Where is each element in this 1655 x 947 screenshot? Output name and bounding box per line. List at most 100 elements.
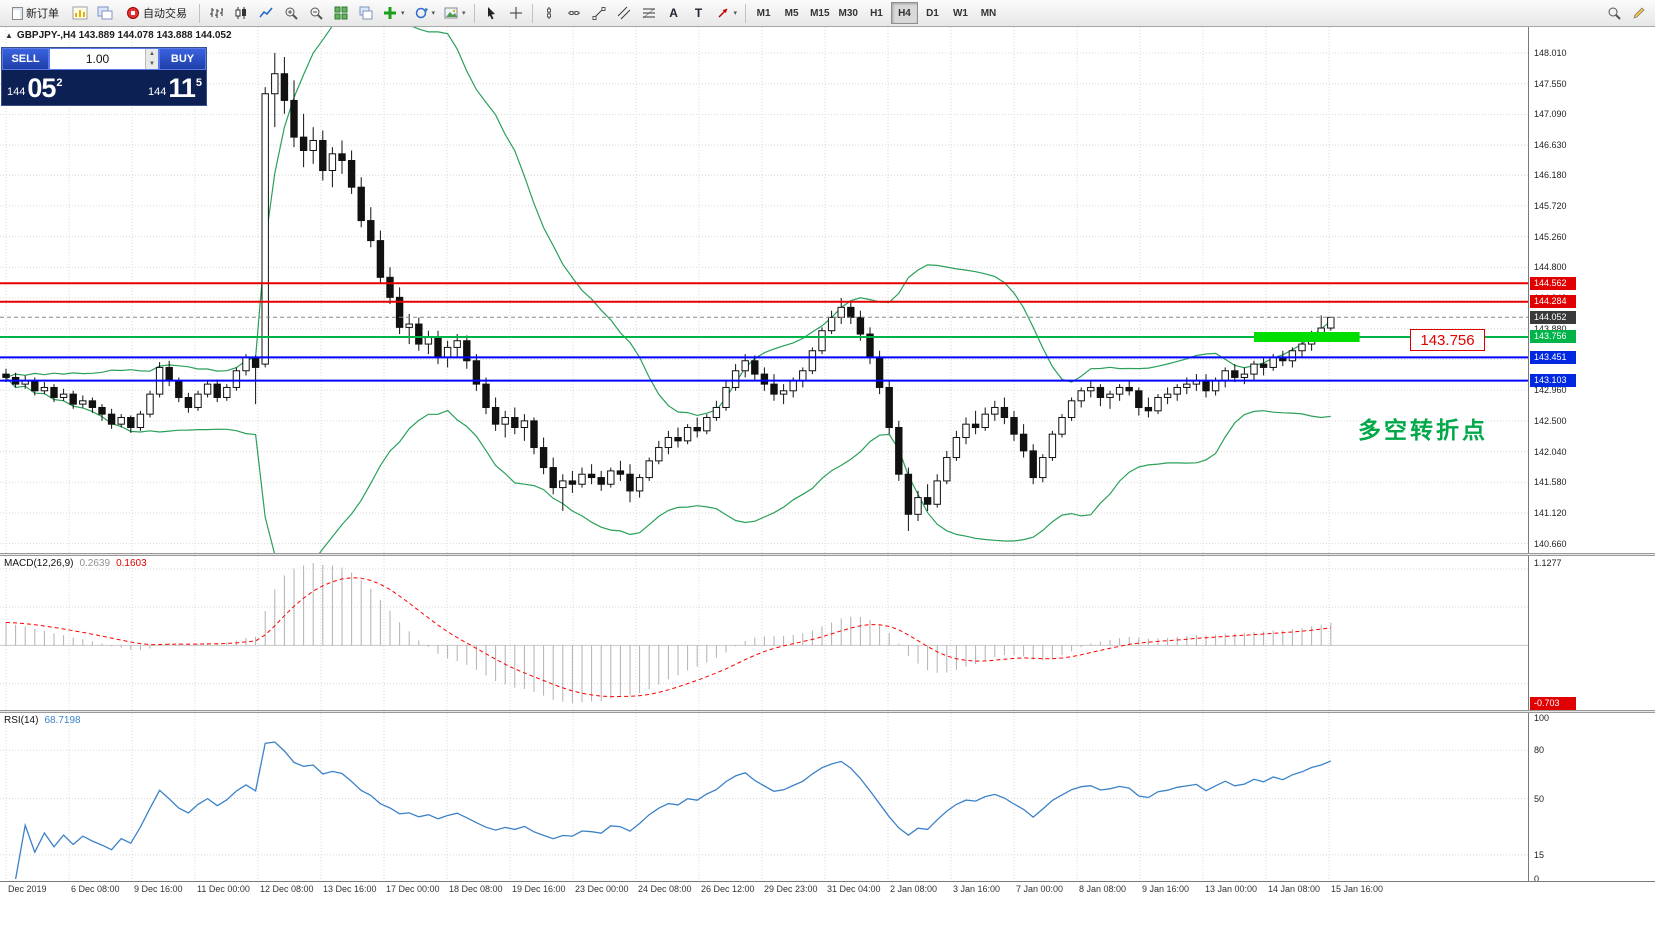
symbol-ohlc-bar: ▲ GBPJPY-,H4 143.889 144.078 143.888 144… — [5, 30, 232, 41]
tile-windows-button[interactable] — [329, 2, 353, 24]
buy-price-prefix: 144 — [147, 86, 167, 98]
fibonacci-icon — [642, 8, 655, 19]
price-axis-label: 146.180 — [1534, 170, 1567, 181]
price-tag: 143.103 — [1530, 374, 1576, 388]
cursor-button[interactable] — [479, 2, 503, 24]
equidistant-channel-button[interactable] — [612, 2, 636, 24]
buy-price[interactable]: 144 11 5 — [146, 70, 203, 105]
volume-up-icon[interactable]: ▲ — [146, 49, 158, 59]
cascade-windows-button[interactable] — [354, 2, 378, 24]
panel-resize-divider[interactable] — [0, 553, 1655, 556]
rsi-panel[interactable] — [0, 713, 1528, 881]
timeframe-h1-button[interactable]: H1 — [863, 2, 890, 24]
buy-button[interactable]: BUY — [159, 48, 206, 70]
macd-signal-line — [5, 577, 1331, 698]
line-chart-button[interactable] — [254, 2, 278, 24]
bar-chart-button[interactable] — [204, 2, 228, 24]
time-axis-label: 11 Dec 00:00 — [197, 884, 250, 894]
auto-trading-icon — [127, 7, 139, 19]
one-click-toggle-icon[interactable]: ▲ — [5, 31, 13, 40]
rsi-label: RSI(14) 68.7198 — [4, 715, 81, 726]
indicators-button[interactable]: ▾ — [379, 2, 409, 24]
search-icon — [1608, 7, 1621, 20]
price-axis-label: 140.660 — [1534, 538, 1567, 549]
sell-price-big: 05 — [27, 73, 56, 103]
rsi-line — [14, 741, 1332, 880]
zoom-out-icon — [310, 7, 323, 20]
timeframe-m1-button[interactable]: M1 — [750, 2, 777, 24]
timeframe-d1-button[interactable]: D1 — [919, 2, 946, 24]
volume-input[interactable] — [50, 49, 145, 69]
time-axis[interactable]: Dec 2019 6 Dec 08:00 9 Dec 16:00 11 Dec 00:… — [0, 884, 1528, 898]
timeframe-m15-button[interactable]: M15 — [806, 2, 833, 24]
macd-signal-value: 0.1603 — [116, 558, 147, 569]
toolbar-separator — [745, 3, 747, 23]
template-button[interactable]: ▾ — [440, 2, 470, 24]
new-chart-button[interactable] — [68, 2, 92, 24]
time-axis-label: 9 Jan 16:00 — [1142, 884, 1190, 894]
price-tag: 144.284 — [1530, 295, 1576, 309]
toolbar-separator — [531, 3, 533, 23]
panel-resize-divider[interactable] — [0, 710, 1655, 713]
horizontal-line-button[interactable] — [562, 2, 586, 24]
sell-price[interactable]: 144 05 2 — [5, 70, 64, 105]
macd-value: 0.2639 — [79, 558, 111, 569]
crosshair-button[interactable] — [504, 2, 528, 24]
profiles-button[interactable] — [93, 2, 117, 24]
search-button[interactable] — [1602, 2, 1626, 24]
time-axis-label: 18 Dec 08:00 — [449, 884, 503, 894]
sell-price-prefix: 144 — [7, 86, 26, 98]
rsi-scale-label: 100 — [1534, 713, 1550, 723]
rsi-scale-label: 0 — [1534, 874, 1540, 884]
fibonacci-button[interactable] — [637, 2, 661, 24]
vertical-line-button[interactable] — [537, 2, 561, 24]
macd-label: MACD(12,26,9) 0.2639 0.1603 — [4, 558, 147, 569]
timeframe-m5-button[interactable]: M5 — [778, 2, 805, 24]
zoom-in-button[interactable] — [279, 2, 303, 24]
candlestick-button[interactable] — [229, 2, 253, 24]
new-chart-icon — [72, 6, 88, 20]
time-axis-label: 3 Jan 16:00 — [953, 884, 1001, 894]
zoom-out-button[interactable] — [304, 2, 328, 24]
text-tool-button[interactable]: A — [662, 2, 686, 24]
pencil-icon — [1633, 7, 1645, 19]
auto-trading-button[interactable]: 自动交易 — [118, 2, 195, 24]
arrow-tools-button[interactable]: ▾ — [712, 2, 742, 24]
price-axis-label: 145.260 — [1534, 231, 1567, 242]
cycles-button[interactable]: ▾ — [410, 2, 440, 24]
timeframe-mn-button[interactable]: MN — [975, 2, 1002, 24]
price-axis[interactable]: 148.010 147.550 147.090 146.630 146.180 145.7… — [1528, 27, 1655, 884]
level-lines[interactable] — [0, 282, 1528, 382]
price-axis-label: 141.120 — [1534, 507, 1567, 518]
price-axis-label: 146.630 — [1534, 140, 1567, 151]
label-tool-button[interactable]: T — [687, 2, 711, 24]
time-axis-label: 7 Jan 00:00 — [1016, 884, 1064, 894]
timeframe-m30-button[interactable]: M30 — [835, 2, 862, 24]
timeframe-w1-button[interactable]: W1 — [947, 2, 974, 24]
highlight-zone[interactable] — [1254, 331, 1360, 342]
time-axis-label: 15 Jan 16:00 — [1331, 884, 1384, 894]
level-price-label[interactable]: 143.756 — [1410, 329, 1485, 351]
timeframe-h4-button[interactable]: H4 — [890, 2, 918, 24]
macd-name: MACD(12,26,9) — [4, 558, 74, 569]
main-chart-panel[interactable] — [0, 27, 1528, 553]
rsi-scale-label: 15 — [1534, 849, 1545, 860]
edit-button[interactable] — [1627, 2, 1651, 24]
chevron-down-icon: ▾ — [431, 10, 436, 17]
volume-down-icon[interactable]: ▼ — [146, 59, 158, 69]
trendline-button[interactable] — [587, 2, 611, 24]
toolbar-separator — [473, 3, 475, 23]
time-axis-label: 13 Jan 00:00 — [1205, 884, 1258, 894]
macd-panel[interactable] — [0, 556, 1528, 710]
chart-area: 148.010 147.550 147.090 146.630 146.180 145.7… — [0, 27, 1655, 947]
pivot-annotation[interactable]: 多空转折点 — [1358, 417, 1488, 443]
price-tag: 144.562 — [1530, 276, 1576, 290]
new-order-icon — [12, 6, 23, 20]
new-order-button[interactable]: 新订单 — [4, 2, 67, 24]
time-axis-label: 8 Jan 08:00 — [1079, 884, 1127, 894]
price-axis-label: 147.550 — [1534, 78, 1567, 89]
vertical-line-icon — [546, 7, 551, 19]
chevron-down-icon: ▾ — [733, 10, 738, 17]
sell-button[interactable]: SELL — [2, 48, 49, 70]
price-axis-label: 144.800 — [1534, 262, 1567, 273]
